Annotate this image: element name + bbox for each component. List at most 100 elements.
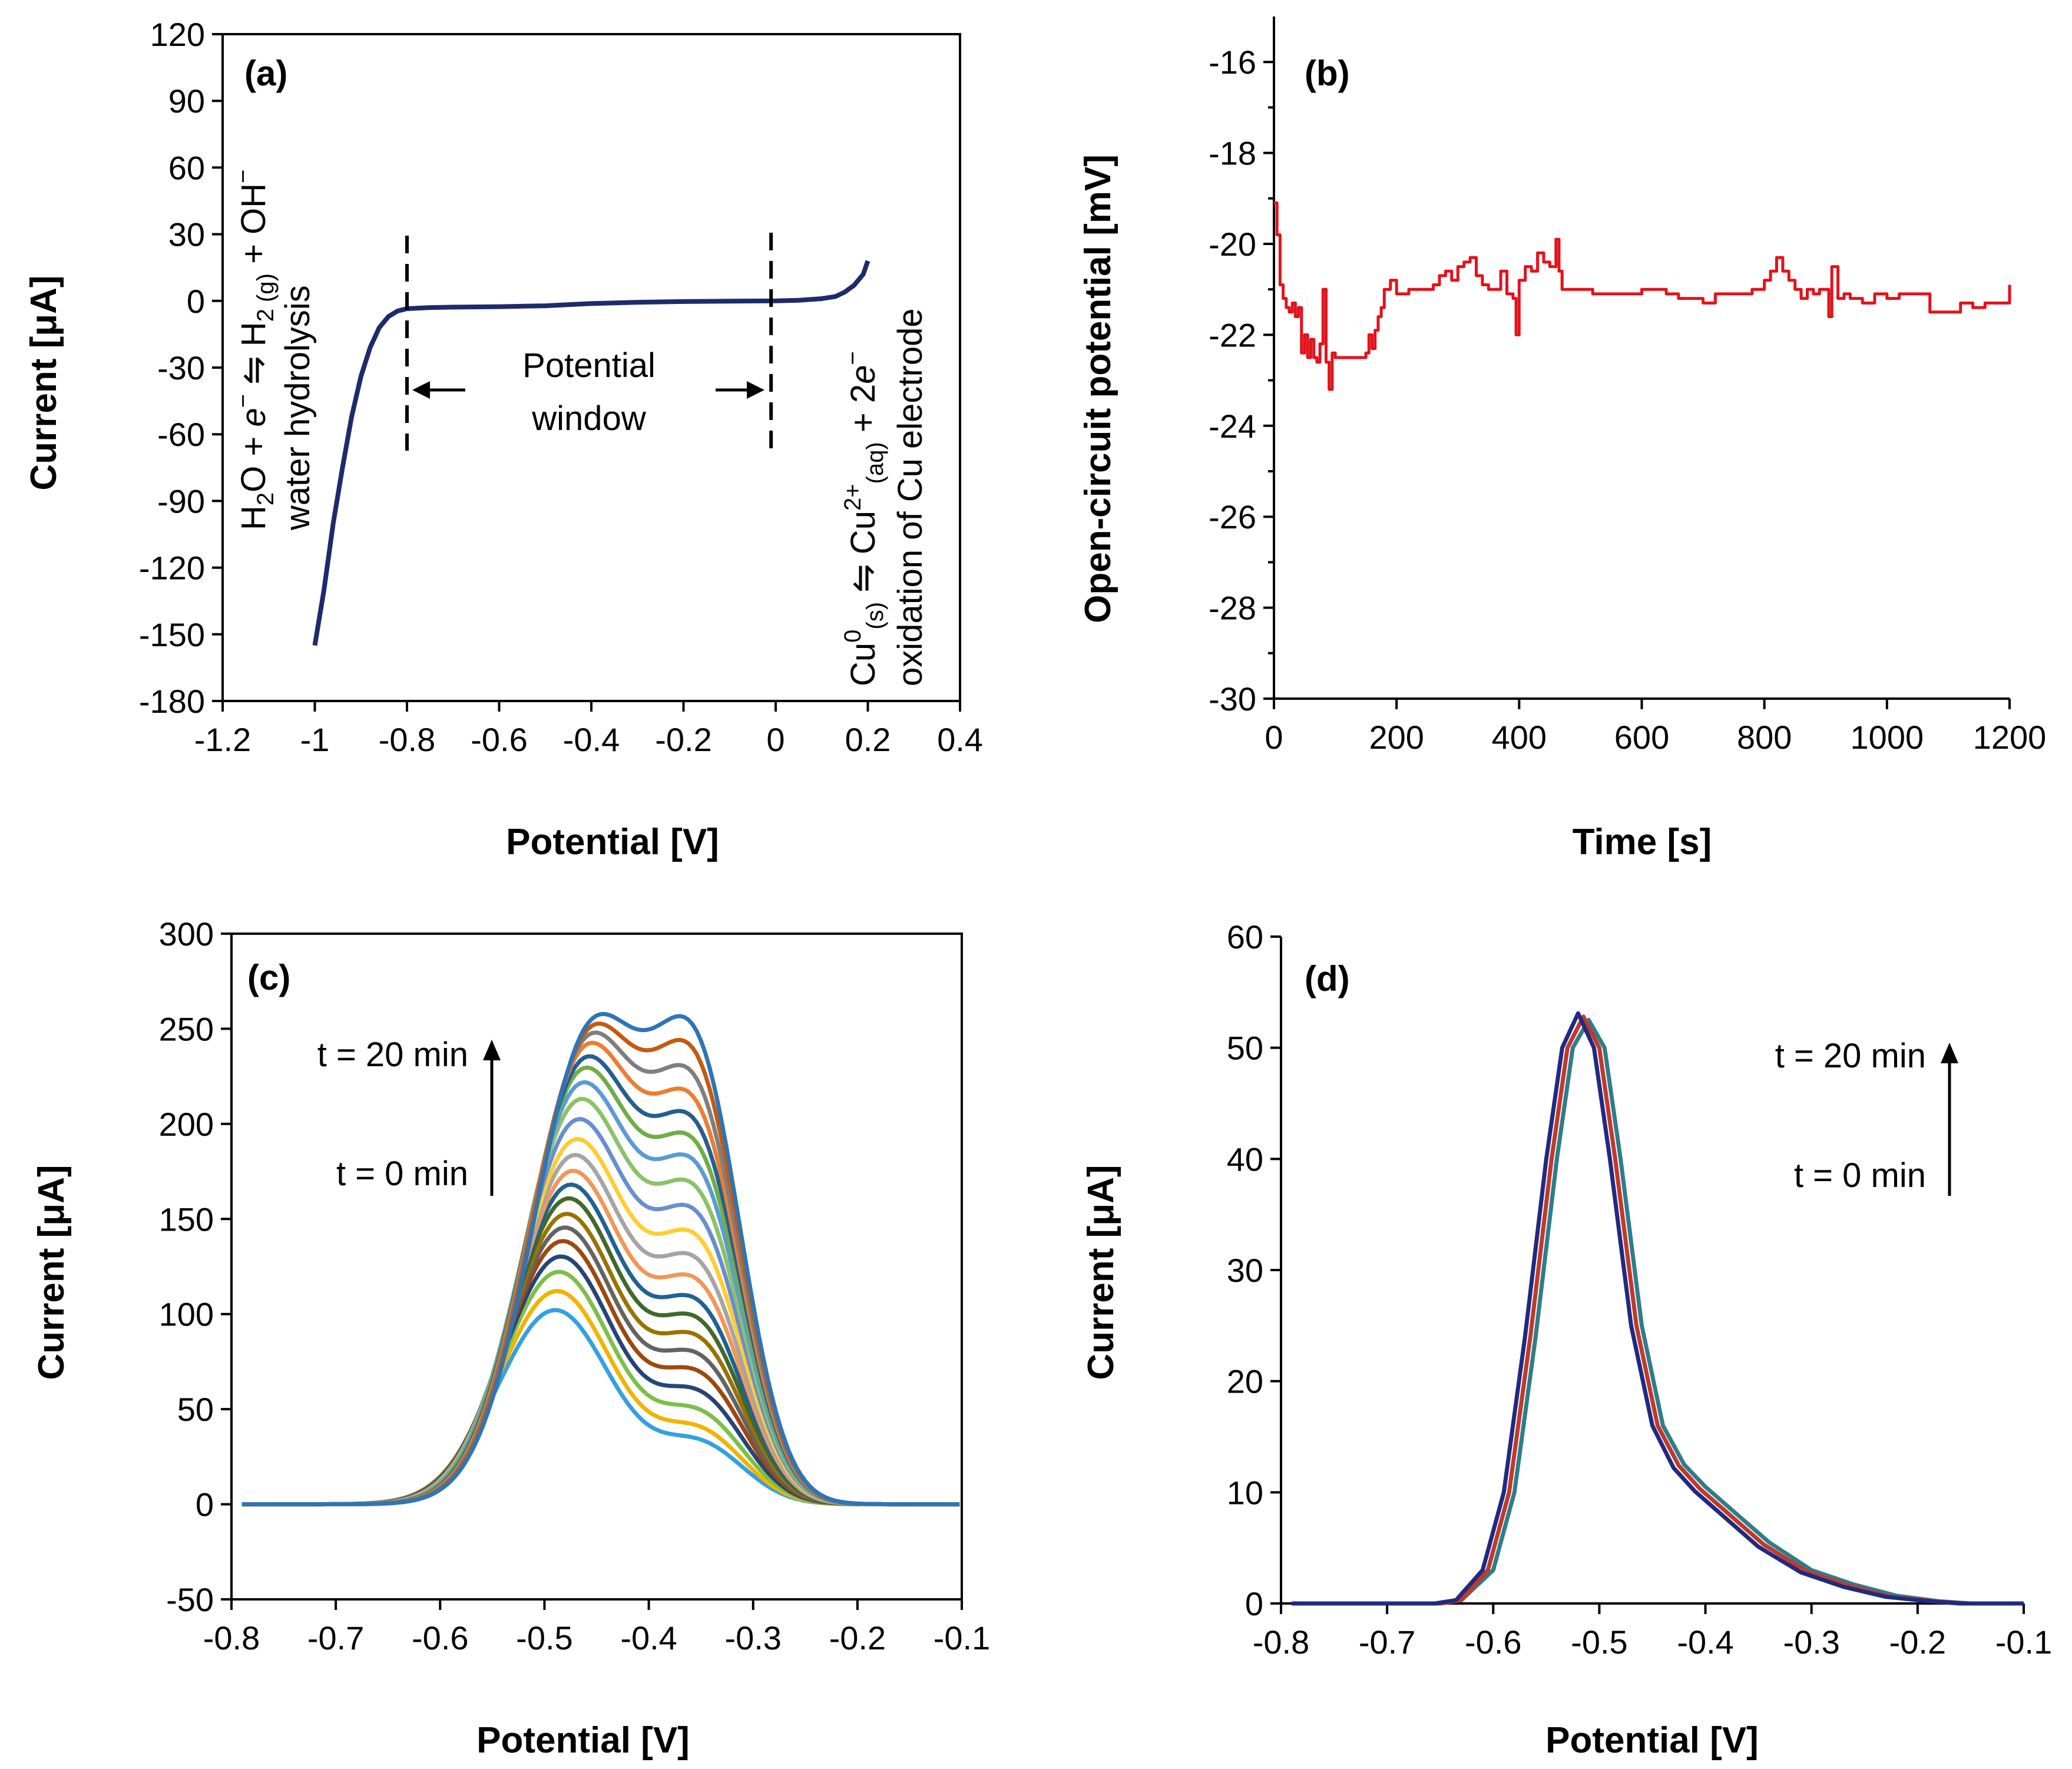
x-tick-label: 0: [766, 721, 785, 758]
panel-c-xlabel: Potential [V]: [476, 1720, 690, 1761]
x-tick-label: -0.6: [1465, 1623, 1522, 1661]
hydrolysis-equation: H2O + e− ⇋ H2 (g) + OH−: [230, 170, 279, 530]
y-tick-label: 250: [159, 1010, 214, 1047]
y-tick-label: 90: [168, 82, 205, 120]
y-tick-label: -120: [139, 550, 205, 587]
panel-c-label: (c): [247, 958, 290, 997]
x-tick-label: 0.2: [845, 721, 891, 758]
hydrolysis-label: water hydrolysis: [279, 285, 317, 531]
panel-a: -1.2 -1 -0.8 -0.6 -0.4 -0.2 0 0.2 0.4 -180 -150 -12…: [24, 16, 983, 862]
panel-c-frame: [230, 933, 963, 1601]
ocp-curve: [1274, 201, 2011, 391]
window-arrow-left: [412, 381, 465, 399]
window-label-line1: Potential: [522, 346, 656, 385]
y-tick-label: -90: [157, 482, 205, 520]
time-arrow-d: [1941, 1043, 1958, 1196]
y-tick-label: 50: [1227, 1030, 1263, 1067]
window-arrow-right: [716, 381, 764, 399]
time-end-label: t = 20 min: [317, 1036, 468, 1074]
x-tick-label: -0.3: [1783, 1623, 1840, 1661]
x-tick-label: -0.2: [1889, 1623, 1947, 1661]
lsv-curve: [312, 260, 870, 646]
x-tick-label: -0.2: [655, 721, 712, 758]
dpv-curve: [241, 1225, 960, 1507]
x-tick-label: -0.1: [1995, 1623, 2053, 1661]
x-tick-label: -0.6: [412, 1619, 469, 1656]
oxidation-label: oxidation of Cu electrode: [891, 308, 929, 686]
y-tick-label: -30: [157, 349, 205, 386]
x-tick-label: -0.8: [1253, 1623, 1310, 1661]
y-tick-label: 50: [177, 1391, 214, 1428]
panel-b-xlabel: Time [s]: [1573, 822, 1712, 862]
y-tick-label: -180: [139, 683, 205, 720]
y-tick-label: 200: [159, 1106, 214, 1143]
oxidation-equation: Cu0(s) ⇋ Cu2+(aq) + 2e−: [840, 351, 888, 686]
y-tick-label: 150: [159, 1201, 214, 1238]
x-tick-label: -0.5: [516, 1619, 573, 1656]
window-label-line2: window: [531, 399, 647, 438]
time-start-label-d: t = 0 min: [1794, 1156, 1926, 1195]
y-tick-label: 60: [1227, 918, 1263, 955]
y-tick-label: -16: [1209, 44, 1256, 81]
y-tick-label: 0: [187, 283, 205, 320]
y-tick-label: -50: [166, 1581, 214, 1618]
time-arrow: [483, 1040, 501, 1196]
y-tick-label: -20: [1209, 226, 1256, 263]
panel-a-ylabel: Current [μA]: [24, 275, 64, 490]
panel-d: -0.8 -0.7 -0.6 -0.5 -0.4 -0.3 -0.2 -0.1 0 10 20 30 4…: [1081, 918, 2052, 1761]
y-tick-label: -24: [1209, 408, 1256, 445]
y-tick-label: 0: [1245, 1585, 1263, 1622]
x-tick-label: -0.8: [379, 721, 436, 758]
x-tick-label: -0.3: [724, 1619, 782, 1656]
panel-c: -0.8 -0.7 -0.6 -0.5 -0.4 -0.3 -0.2 -0.1 -50 0 50 10…: [31, 915, 990, 1761]
panel-b: 0 200 400 600 800 1000 1200 -30 -28 -26 -24 -22 -20 -…: [1078, 16, 2046, 862]
x-tick-label: -1.2: [194, 721, 251, 758]
y-tick-label: 100: [159, 1296, 214, 1333]
x-tick-label: -0.1: [934, 1619, 991, 1656]
x-tick-label: -0.4: [563, 721, 620, 758]
y-tick-label: 20: [1227, 1363, 1263, 1400]
dpv-curve-d: [1292, 1011, 2024, 1606]
y-tick-label: 30: [168, 216, 205, 253]
y-tick-label: 0: [196, 1486, 214, 1523]
y-tick-label: -150: [139, 616, 205, 653]
x-tick-label: -0.7: [307, 1619, 365, 1656]
y-tick-label: 120: [150, 16, 205, 53]
panel-a-label: (a): [244, 54, 287, 93]
dpv-curve: [241, 1254, 960, 1507]
panel-b-label: (b): [1305, 54, 1350, 93]
y-tick-label: 30: [1227, 1252, 1263, 1289]
dpv-curve: [241, 1196, 960, 1507]
y-tick-label: -22: [1209, 316, 1256, 353]
dpv-curve: [241, 1080, 960, 1507]
y-tick-label: -26: [1209, 498, 1256, 535]
panel-d-ylabel: Current [μA]: [1081, 1165, 1121, 1380]
panel-b-ylabel: Open-circuit potential [mV]: [1078, 154, 1118, 623]
x-tick-label: 600: [1614, 719, 1669, 756]
y-tick-label: -60: [157, 416, 205, 453]
x-tick-label: 1000: [1851, 719, 1924, 756]
dpv-curve-d: [1292, 1018, 2024, 1606]
x-tick-label: 0.4: [937, 721, 983, 758]
panel-a-xlabel: Potential [V]: [506, 822, 719, 862]
x-tick-label: -0.4: [1677, 1623, 1734, 1661]
x-tick-label: -0.7: [1359, 1623, 1416, 1661]
x-tick-label: -0.6: [471, 721, 528, 758]
dpv-curve: [241, 1153, 960, 1507]
y-tick-label: -28: [1209, 590, 1256, 627]
x-tick-label: -0.5: [1571, 1623, 1628, 1661]
y-tick-label: -18: [1209, 135, 1256, 172]
y-tick-label: -30: [1209, 680, 1256, 717]
x-tick-label: -0.8: [203, 1619, 260, 1656]
dpv-curve: [241, 1011, 960, 1507]
dpv-curve-d: [1292, 1014, 2024, 1606]
y-tick-label: 40: [1227, 1140, 1263, 1178]
x-tick-label: 0: [1265, 719, 1283, 756]
x-tick-label: -0.2: [829, 1619, 886, 1656]
panel-d-xlabel: Potential [V]: [1545, 1720, 1759, 1761]
y-tick-label: 10: [1227, 1474, 1263, 1511]
dpv-curve: [241, 1054, 960, 1507]
dpv-curve: [241, 1239, 960, 1507]
time-end-label-d: t = 20 min: [1775, 1037, 1926, 1075]
